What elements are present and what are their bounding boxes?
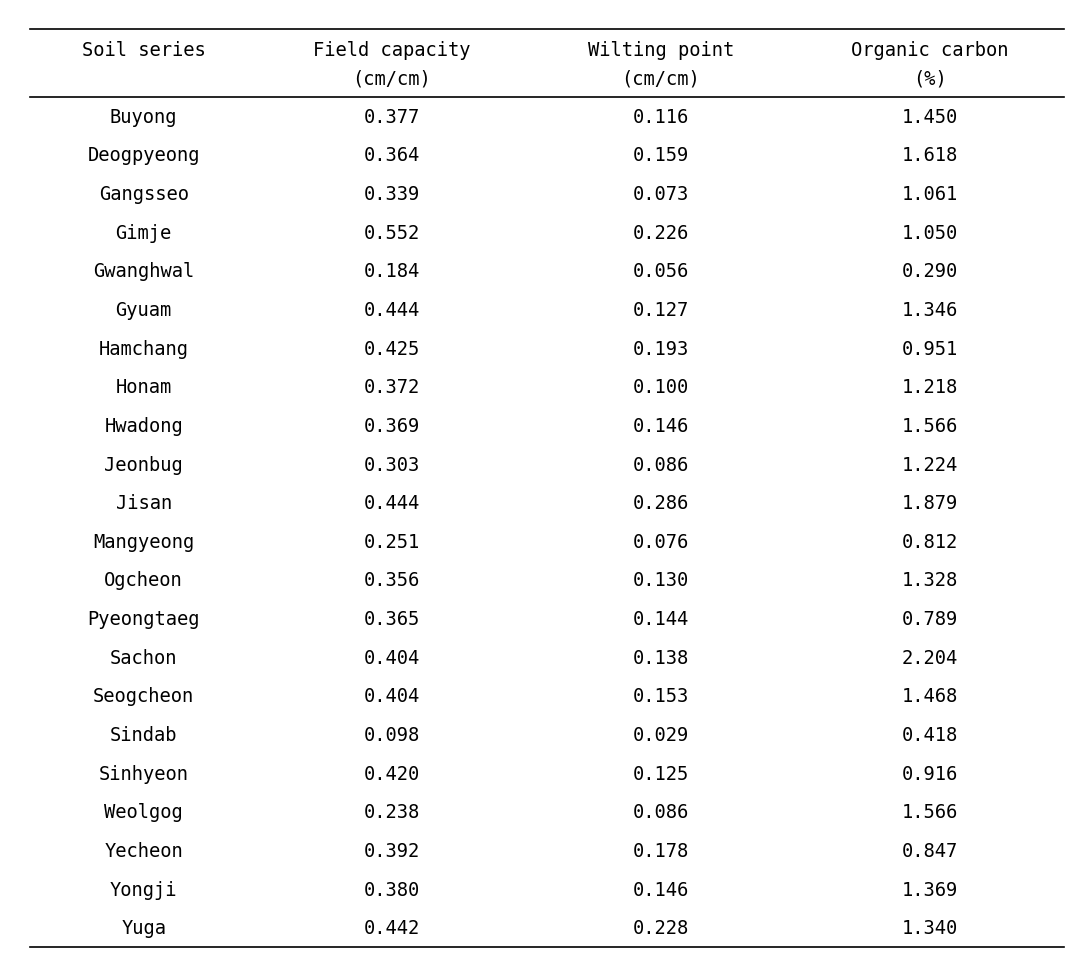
Text: 0.159: 0.159 <box>633 147 688 165</box>
Text: 0.144: 0.144 <box>633 610 688 628</box>
Text: Hwadong: Hwadong <box>104 416 183 436</box>
Text: Hamchang: Hamchang <box>99 339 189 359</box>
Text: 0.420: 0.420 <box>364 764 420 783</box>
Text: 0.444: 0.444 <box>364 493 420 513</box>
Text: 0.146: 0.146 <box>633 879 688 899</box>
Text: 0.238: 0.238 <box>364 802 420 822</box>
Text: Sindab: Sindab <box>109 725 178 744</box>
Text: 0.073: 0.073 <box>633 185 688 204</box>
Text: 0.377: 0.377 <box>364 107 420 127</box>
Text: 0.847: 0.847 <box>902 841 957 860</box>
Text: 0.418: 0.418 <box>902 725 957 744</box>
Text: Buyong: Buyong <box>109 107 178 127</box>
Text: 1.050: 1.050 <box>902 224 957 242</box>
Text: 0.098: 0.098 <box>364 725 420 744</box>
Text: Yongji: Yongji <box>109 879 178 899</box>
Text: Soil series: Soil series <box>82 41 206 60</box>
Text: 0.228: 0.228 <box>633 918 688 937</box>
Text: 0.076: 0.076 <box>633 532 688 551</box>
Text: 1.340: 1.340 <box>902 918 957 937</box>
Text: 0.392: 0.392 <box>364 841 420 860</box>
Text: Mangyeong: Mangyeong <box>93 532 194 551</box>
Text: 1.346: 1.346 <box>902 301 957 319</box>
Text: 0.153: 0.153 <box>633 687 688 705</box>
Text: Sinhyeon: Sinhyeon <box>99 764 189 783</box>
Text: 0.290: 0.290 <box>902 262 957 281</box>
Text: Pyeongtaeg: Pyeongtaeg <box>88 610 199 628</box>
Text: 0.951: 0.951 <box>902 339 957 359</box>
Text: Sachon: Sachon <box>109 648 178 667</box>
Text: Deogpyeong: Deogpyeong <box>88 147 199 165</box>
Text: Ogcheon: Ogcheon <box>104 571 183 590</box>
Text: Gwanghwal: Gwanghwal <box>93 262 194 281</box>
Text: 0.184: 0.184 <box>364 262 420 281</box>
Text: 1.566: 1.566 <box>902 802 957 822</box>
Text: 0.425: 0.425 <box>364 339 420 359</box>
Text: 0.086: 0.086 <box>633 802 688 822</box>
Text: 0.029: 0.029 <box>633 725 688 744</box>
Text: Honam: Honam <box>116 378 172 397</box>
Text: 0.116: 0.116 <box>633 107 688 127</box>
Text: 1.566: 1.566 <box>902 416 957 436</box>
Text: 0.138: 0.138 <box>633 648 688 667</box>
Text: (cm/cm): (cm/cm) <box>621 69 700 88</box>
Text: 1.879: 1.879 <box>902 493 957 513</box>
Text: Yecheon: Yecheon <box>104 841 183 860</box>
Text: Wilting point: Wilting point <box>588 41 734 60</box>
Text: 0.127: 0.127 <box>633 301 688 319</box>
Text: 0.125: 0.125 <box>633 764 688 783</box>
Text: 0.442: 0.442 <box>364 918 420 937</box>
Text: 1.218: 1.218 <box>902 378 957 397</box>
Text: Gangsseo: Gangsseo <box>99 185 189 204</box>
Text: Jeonbug: Jeonbug <box>104 455 183 474</box>
Text: 0.339: 0.339 <box>364 185 420 204</box>
Text: (cm/cm): (cm/cm) <box>352 69 431 88</box>
Text: 0.130: 0.130 <box>633 571 688 590</box>
Text: 0.086: 0.086 <box>633 455 688 474</box>
Text: 1.328: 1.328 <box>902 571 957 590</box>
Text: 0.404: 0.404 <box>364 648 420 667</box>
Text: 0.789: 0.789 <box>902 610 957 628</box>
Text: Gimje: Gimje <box>116 224 172 242</box>
Text: 0.812: 0.812 <box>902 532 957 551</box>
Text: 0.444: 0.444 <box>364 301 420 319</box>
Text: 0.226: 0.226 <box>633 224 688 242</box>
Text: Yuga: Yuga <box>121 918 166 937</box>
Text: 1.450: 1.450 <box>902 107 957 127</box>
Text: 0.552: 0.552 <box>364 224 420 242</box>
Text: Seogcheon: Seogcheon <box>93 687 194 705</box>
Text: 0.404: 0.404 <box>364 687 420 705</box>
Text: 0.380: 0.380 <box>364 879 420 899</box>
Text: 1.061: 1.061 <box>902 185 957 204</box>
Text: 0.146: 0.146 <box>633 416 688 436</box>
Text: 1.468: 1.468 <box>902 687 957 705</box>
Text: 0.303: 0.303 <box>364 455 420 474</box>
Text: 2.204: 2.204 <box>902 648 957 667</box>
Text: 0.916: 0.916 <box>902 764 957 783</box>
Text: 0.193: 0.193 <box>633 339 688 359</box>
Text: 0.365: 0.365 <box>364 610 420 628</box>
Text: 0.251: 0.251 <box>364 532 420 551</box>
Text: 0.372: 0.372 <box>364 378 420 397</box>
Text: Field capacity: Field capacity <box>313 41 470 60</box>
Text: (%): (%) <box>913 69 946 88</box>
Text: Jisan: Jisan <box>116 493 172 513</box>
Text: 0.100: 0.100 <box>633 378 688 397</box>
Text: 0.178: 0.178 <box>633 841 688 860</box>
Text: 0.356: 0.356 <box>364 571 420 590</box>
Text: Weolgog: Weolgog <box>104 802 183 822</box>
Text: Organic carbon: Organic carbon <box>851 41 1008 60</box>
Text: 0.369: 0.369 <box>364 416 420 436</box>
Text: 1.618: 1.618 <box>902 147 957 165</box>
Text: Gyuam: Gyuam <box>116 301 172 319</box>
Text: 0.056: 0.056 <box>633 262 688 281</box>
Text: 0.286: 0.286 <box>633 493 688 513</box>
Text: 0.364: 0.364 <box>364 147 420 165</box>
Text: 1.369: 1.369 <box>902 879 957 899</box>
Text: 1.224: 1.224 <box>902 455 957 474</box>
